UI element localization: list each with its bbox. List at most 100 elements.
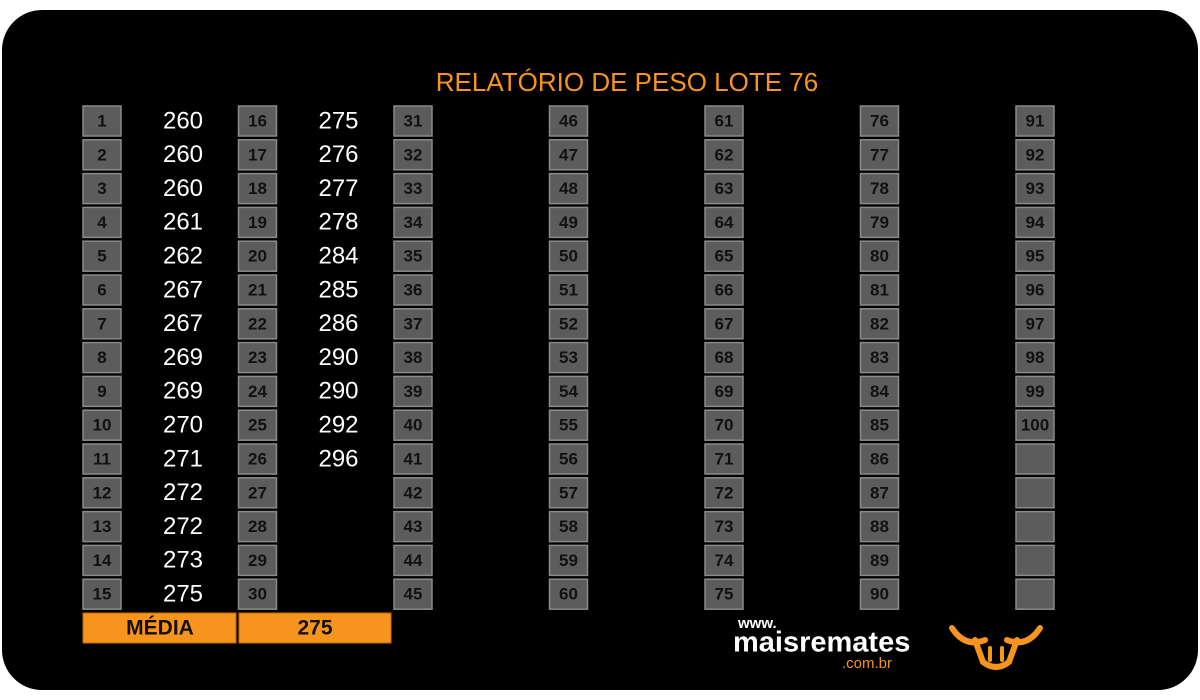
lot-weight: 260 xyxy=(163,107,203,134)
lot-box xyxy=(859,139,900,171)
lot-number: 85 xyxy=(870,416,889,435)
lot-number: 92 xyxy=(1026,145,1045,164)
lot-box xyxy=(237,544,278,577)
lot-number: 53 xyxy=(559,348,578,367)
lot-box xyxy=(1015,544,1055,577)
lot-box xyxy=(1015,105,1055,137)
lot-box xyxy=(859,510,900,543)
lot-weight: 290 xyxy=(318,344,358,371)
lot-box xyxy=(237,477,278,509)
lot-weight: 269 xyxy=(163,378,203,405)
lot-weight: 285 xyxy=(318,276,358,303)
title: RELATÓRIO DE PESO LOTE 76 xyxy=(436,67,818,97)
lot-box xyxy=(1015,578,1055,610)
lot-box xyxy=(548,240,589,272)
lot-box xyxy=(548,510,589,543)
lot-number: 6 xyxy=(97,280,106,299)
lot-weight: 269 xyxy=(163,344,203,371)
lot-number: 58 xyxy=(559,517,578,536)
lot-box xyxy=(548,308,589,340)
lot-number: 30 xyxy=(248,585,267,604)
lot-number: 3 xyxy=(97,179,106,198)
lot-number: 25 xyxy=(248,416,267,435)
lot-number: 9 xyxy=(97,382,106,401)
average-label: MÉDIA xyxy=(126,617,194,640)
lot-box xyxy=(704,240,744,272)
lot-weight: 290 xyxy=(318,378,358,405)
lot-weight: 267 xyxy=(163,276,203,303)
lot-box xyxy=(237,375,278,408)
lot-box xyxy=(393,510,433,543)
lot-box xyxy=(859,409,900,441)
lot-box xyxy=(548,206,589,239)
lot-number: 48 xyxy=(559,179,578,198)
lot-box xyxy=(1015,308,1055,340)
lot-box xyxy=(393,375,433,408)
lot-number: 69 xyxy=(715,382,734,401)
lot-weight: 277 xyxy=(318,175,358,202)
lot-box xyxy=(1015,375,1055,408)
lot-box xyxy=(859,308,900,340)
lot-number: 76 xyxy=(870,111,889,130)
lot-box xyxy=(704,308,744,340)
lot-number: 39 xyxy=(404,382,423,401)
lot-weight: 286 xyxy=(318,310,358,337)
lot-number: 41 xyxy=(404,449,423,468)
lot-number: 71 xyxy=(715,449,734,468)
lot-box xyxy=(548,477,589,509)
lot-box xyxy=(859,443,900,475)
lot-box xyxy=(237,206,278,239)
lot-weight: 292 xyxy=(318,412,358,439)
lot-number: 86 xyxy=(870,449,889,468)
lot-number: 52 xyxy=(559,314,578,333)
lot-weight: 267 xyxy=(163,310,203,337)
lot-number: 19 xyxy=(248,213,267,232)
lot-box xyxy=(82,341,122,374)
lot-box xyxy=(859,477,900,509)
average-value-box xyxy=(238,612,392,644)
lot-box xyxy=(1015,240,1055,272)
lot-box xyxy=(82,477,122,509)
lot-number: 44 xyxy=(404,551,423,570)
lot-weight: 270 xyxy=(163,412,203,439)
lot-number: 37 xyxy=(404,314,423,333)
lot-number: 96 xyxy=(1026,280,1045,299)
lot-box xyxy=(82,443,122,475)
lot-weight: 272 xyxy=(163,479,203,506)
lot-box xyxy=(393,544,433,577)
lot-box xyxy=(548,172,589,205)
lot-box xyxy=(82,206,122,239)
lot-box xyxy=(237,105,278,137)
lot-box xyxy=(393,308,433,340)
lot-number: 72 xyxy=(715,483,734,502)
lot-number: 5 xyxy=(97,247,106,266)
lot-number: 40 xyxy=(404,416,423,435)
lot-box xyxy=(704,341,744,374)
lot-number: 22 xyxy=(248,314,267,333)
lot-number: 61 xyxy=(715,111,734,130)
lot-weight: 271 xyxy=(163,445,203,472)
lot-box xyxy=(1015,341,1055,374)
lot-weight: 272 xyxy=(163,513,203,540)
lot-number: 1 xyxy=(97,111,106,130)
lot-box xyxy=(237,139,278,171)
lot-box xyxy=(1015,274,1055,306)
lot-weight: 262 xyxy=(163,243,203,270)
lot-box xyxy=(82,578,122,610)
lot-number: 59 xyxy=(559,551,578,570)
lot-number: 15 xyxy=(93,585,112,604)
lot-number: 31 xyxy=(404,111,423,130)
lot-box xyxy=(237,274,278,306)
lot-number: 87 xyxy=(870,483,889,502)
lot-number: 83 xyxy=(870,348,889,367)
lot-box xyxy=(393,172,433,205)
lot-box xyxy=(237,443,278,475)
lot-box xyxy=(548,105,589,137)
lot-number: 62 xyxy=(715,145,734,164)
lot-box xyxy=(82,240,122,272)
lot-number: 88 xyxy=(870,517,889,536)
lot-box xyxy=(1015,510,1055,543)
lot-number: 75 xyxy=(715,585,734,604)
lot-box xyxy=(859,240,900,272)
lot-box xyxy=(237,308,278,340)
